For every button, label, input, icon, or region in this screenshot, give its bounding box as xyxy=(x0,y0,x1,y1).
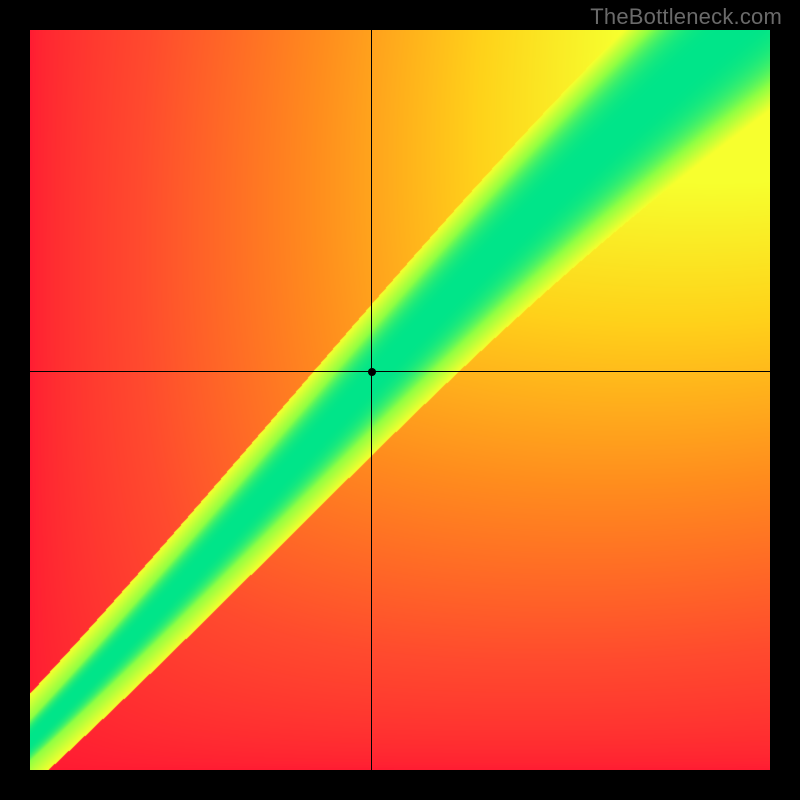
heatmap-canvas xyxy=(30,30,770,770)
plot-area xyxy=(30,30,770,770)
watermark-text: TheBottleneck.com xyxy=(590,4,782,30)
chart-container: TheBottleneck.com xyxy=(0,0,800,800)
